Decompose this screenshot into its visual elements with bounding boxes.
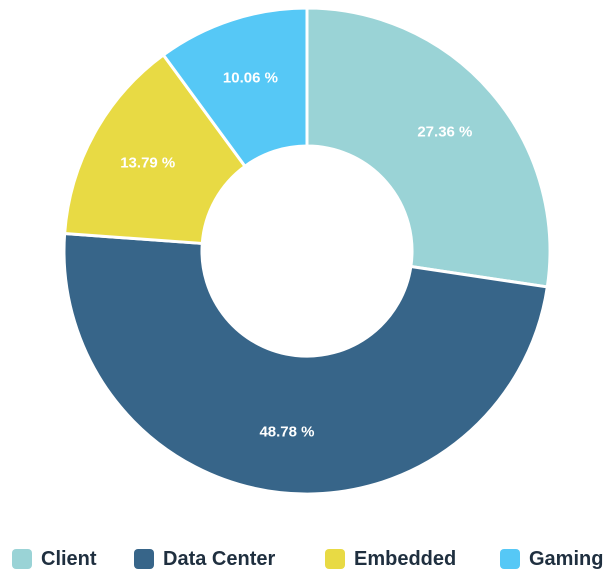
legend-swatch-gaming [500,549,520,569]
slice-client[interactable] [305,6,552,289]
legend-label-embedded: Embedded [354,547,457,570]
legend: Client Data Center Embedded Gaming [0,544,616,574]
legend-label-data-center: Data Center [163,547,276,570]
labels-layer: 27.36 % 48.78 % 13.79 % 10.06 % [120,70,472,441]
legend-item-client[interactable]: Client [12,544,97,574]
donut-chart: 27.36 % 48.78 % 13.79 % 10.06 % [62,6,552,496]
legend-swatch-data-center [134,549,154,569]
legend-swatch-client [12,549,32,569]
legend-item-embedded[interactable]: Embedded [325,544,456,574]
slice-label-embedded: 13.79 % [120,154,175,171]
slices-layer [62,6,552,496]
legend-label-client: Client [41,547,97,570]
legend-label-gaming: Gaming [529,547,604,570]
legend-item-data-center[interactable]: Data Center [134,544,275,574]
legend-swatch-embedded [325,549,345,569]
slice-label-data-center: 48.78 % [259,423,314,440]
slice-embedded[interactable] [63,53,247,245]
slice-gaming[interactable] [161,6,309,168]
slice-data-center[interactable] [62,231,549,496]
slice-label-gaming: 10.06 % [223,70,278,87]
slice-label-client: 27.36 % [417,124,472,141]
legend-item-gaming[interactable]: Gaming [500,544,603,574]
